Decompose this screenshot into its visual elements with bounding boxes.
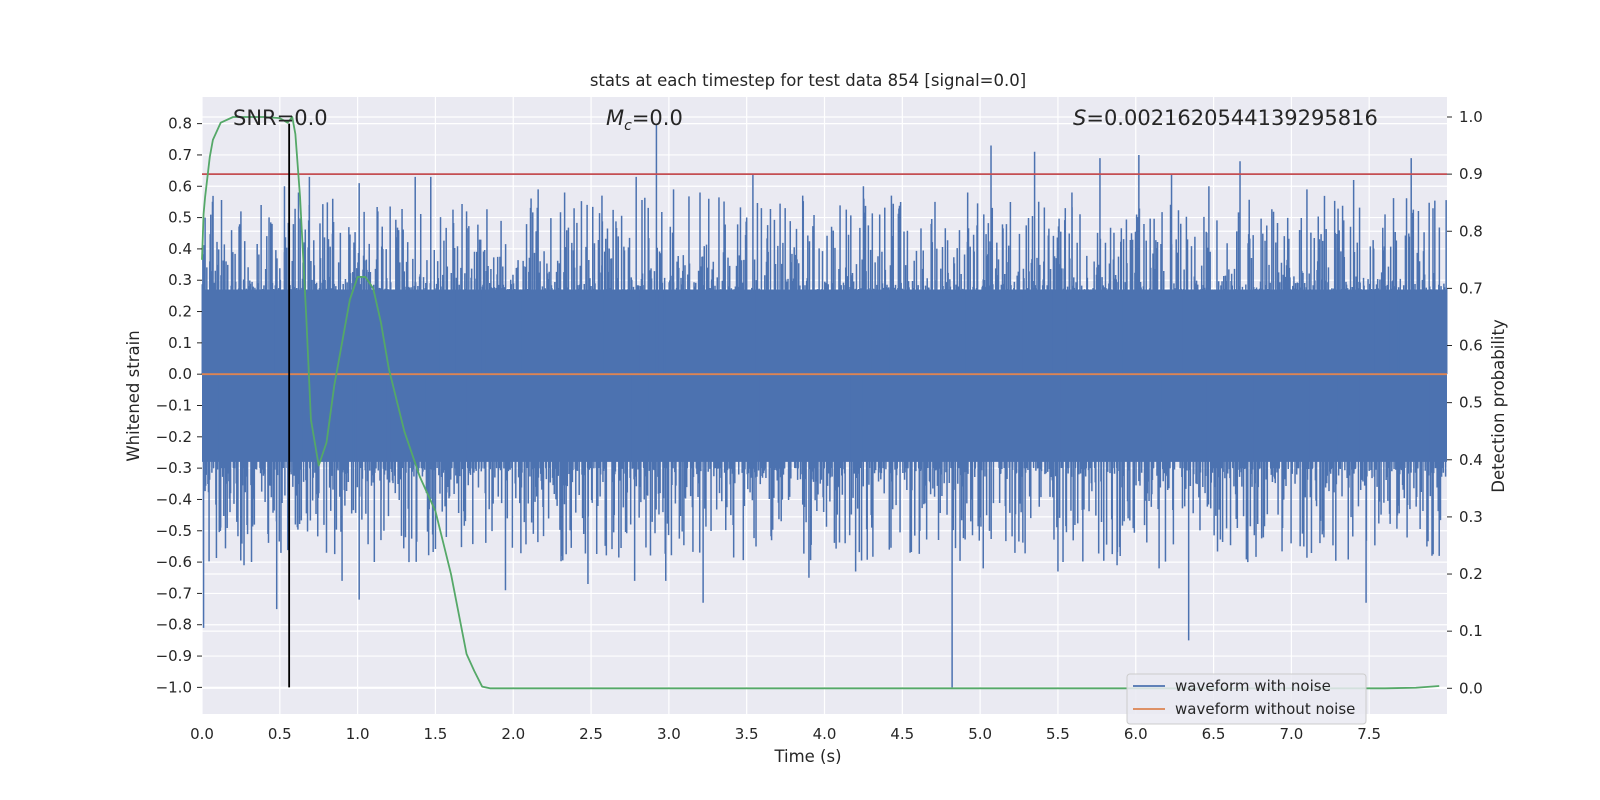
- y-right-tick-label: 0.0: [1459, 679, 1483, 697]
- y-tick-label: −1.0: [156, 678, 192, 696]
- x-tick-label: 2.5: [579, 725, 603, 743]
- x-tick-label: 0.0: [190, 725, 214, 743]
- y-tick-label: 0.4: [168, 240, 192, 258]
- y-tick-label: −0.5: [156, 522, 192, 540]
- y-tick-label: −0.3: [156, 459, 192, 477]
- y-axis-label: Whitened strain: [124, 330, 143, 461]
- y-right-tick-label: 0.1: [1459, 622, 1483, 640]
- y-axis-label-right: Detection probability: [1489, 319, 1508, 493]
- y-tick-label: 0.8: [168, 115, 192, 133]
- y-tick-label: 0.5: [168, 209, 192, 227]
- series-detection-probability: [201, 116, 1440, 690]
- detection-probability-line: [201, 116, 1440, 690]
- y-right-tick-label: 0.2: [1459, 565, 1483, 583]
- x-tick-label: 4.5: [890, 725, 914, 743]
- x-tick-label: 6.0: [1124, 725, 1148, 743]
- y-right-tick-label: 0.4: [1459, 451, 1483, 469]
- x-tick-label: 0.5: [268, 725, 292, 743]
- y-tick-label: −0.2: [156, 428, 192, 446]
- legend-label-with-noise: waveform with noise: [1175, 677, 1331, 695]
- y-right-tick-label: 0.7: [1459, 279, 1483, 297]
- x-tick-label: 4.0: [813, 725, 837, 743]
- x-tick-label: 5.0: [968, 725, 992, 743]
- annotation-s-value: =0.002162054413929581​6: [1086, 106, 1378, 130]
- tick-labels: 0.0 0.5 1.0 1.5 2.0 2.5 3.0 3.5 4.0 4.5 5.0 5.5 6.0 6…: [156, 108, 1483, 743]
- annotation-s: S=0.002162054413929581​6: [1073, 106, 1378, 130]
- annotation-s-symbol: S: [1073, 106, 1086, 130]
- x-tick-label: 7.0: [1279, 725, 1303, 743]
- x-tick-label: 7.5: [1357, 725, 1381, 743]
- y-tick-label: −0.7: [156, 584, 192, 602]
- legend: waveform with noise waveform without noi…: [1126, 673, 1367, 725]
- x-tick-label: 3.0: [657, 725, 681, 743]
- y-tick-label: −0.4: [156, 490, 192, 508]
- y-tick-label: 0.3: [168, 271, 192, 289]
- x-tick-label: 3.5: [735, 725, 759, 743]
- series-waveform-with-noise: [201, 123, 1448, 688]
- y-tick-label: 0.1: [168, 334, 192, 352]
- legend-box: [1126, 673, 1367, 725]
- x-tick-label: 5.5: [1046, 725, 1070, 743]
- y-right-tick-label: 1.0: [1459, 108, 1483, 126]
- y-tick-label: 0.7: [168, 146, 192, 164]
- annotation-mc-value: =0.0: [632, 106, 683, 130]
- y-tick-label: 0.0: [168, 365, 192, 383]
- chart-title: stats at each timestep for test data 854…: [590, 71, 1026, 90]
- waveform-with-noise-spikes: [201, 123, 1448, 688]
- y-right-tick-label: 0.9: [1459, 165, 1483, 183]
- y-tick-label: −0.8: [156, 616, 192, 634]
- y-right-tick-label: 0.3: [1459, 508, 1483, 526]
- x-tick-label: 2.0: [501, 725, 525, 743]
- y-right-tick-label: 0.5: [1459, 394, 1483, 412]
- x-tick-label: 1.0: [346, 725, 370, 743]
- y-right-tick-label: 0.8: [1459, 222, 1483, 240]
- y-tick-label: 0.2: [168, 303, 192, 321]
- y-right-tick-label: 0.6: [1459, 337, 1483, 355]
- legend-label-without-noise: waveform without noise: [1175, 700, 1355, 718]
- y-tick-label: −0.6: [156, 553, 192, 571]
- y-tick-label: −0.1: [156, 397, 192, 415]
- y-tick-label: 0.6: [168, 177, 192, 195]
- x-tick-label: 6.5: [1202, 725, 1226, 743]
- annotation-snr: SNR=0.0: [233, 106, 328, 130]
- annotation-mc-subscript: c: [624, 118, 632, 134]
- y-tick-label: −0.9: [156, 647, 192, 665]
- x-axis-label: Time (s): [773, 747, 841, 766]
- annotation-mc: Mc=0.0: [606, 106, 683, 134]
- annotation-mc-symbol: M: [606, 106, 624, 130]
- x-tick-label: 1.5: [424, 725, 448, 743]
